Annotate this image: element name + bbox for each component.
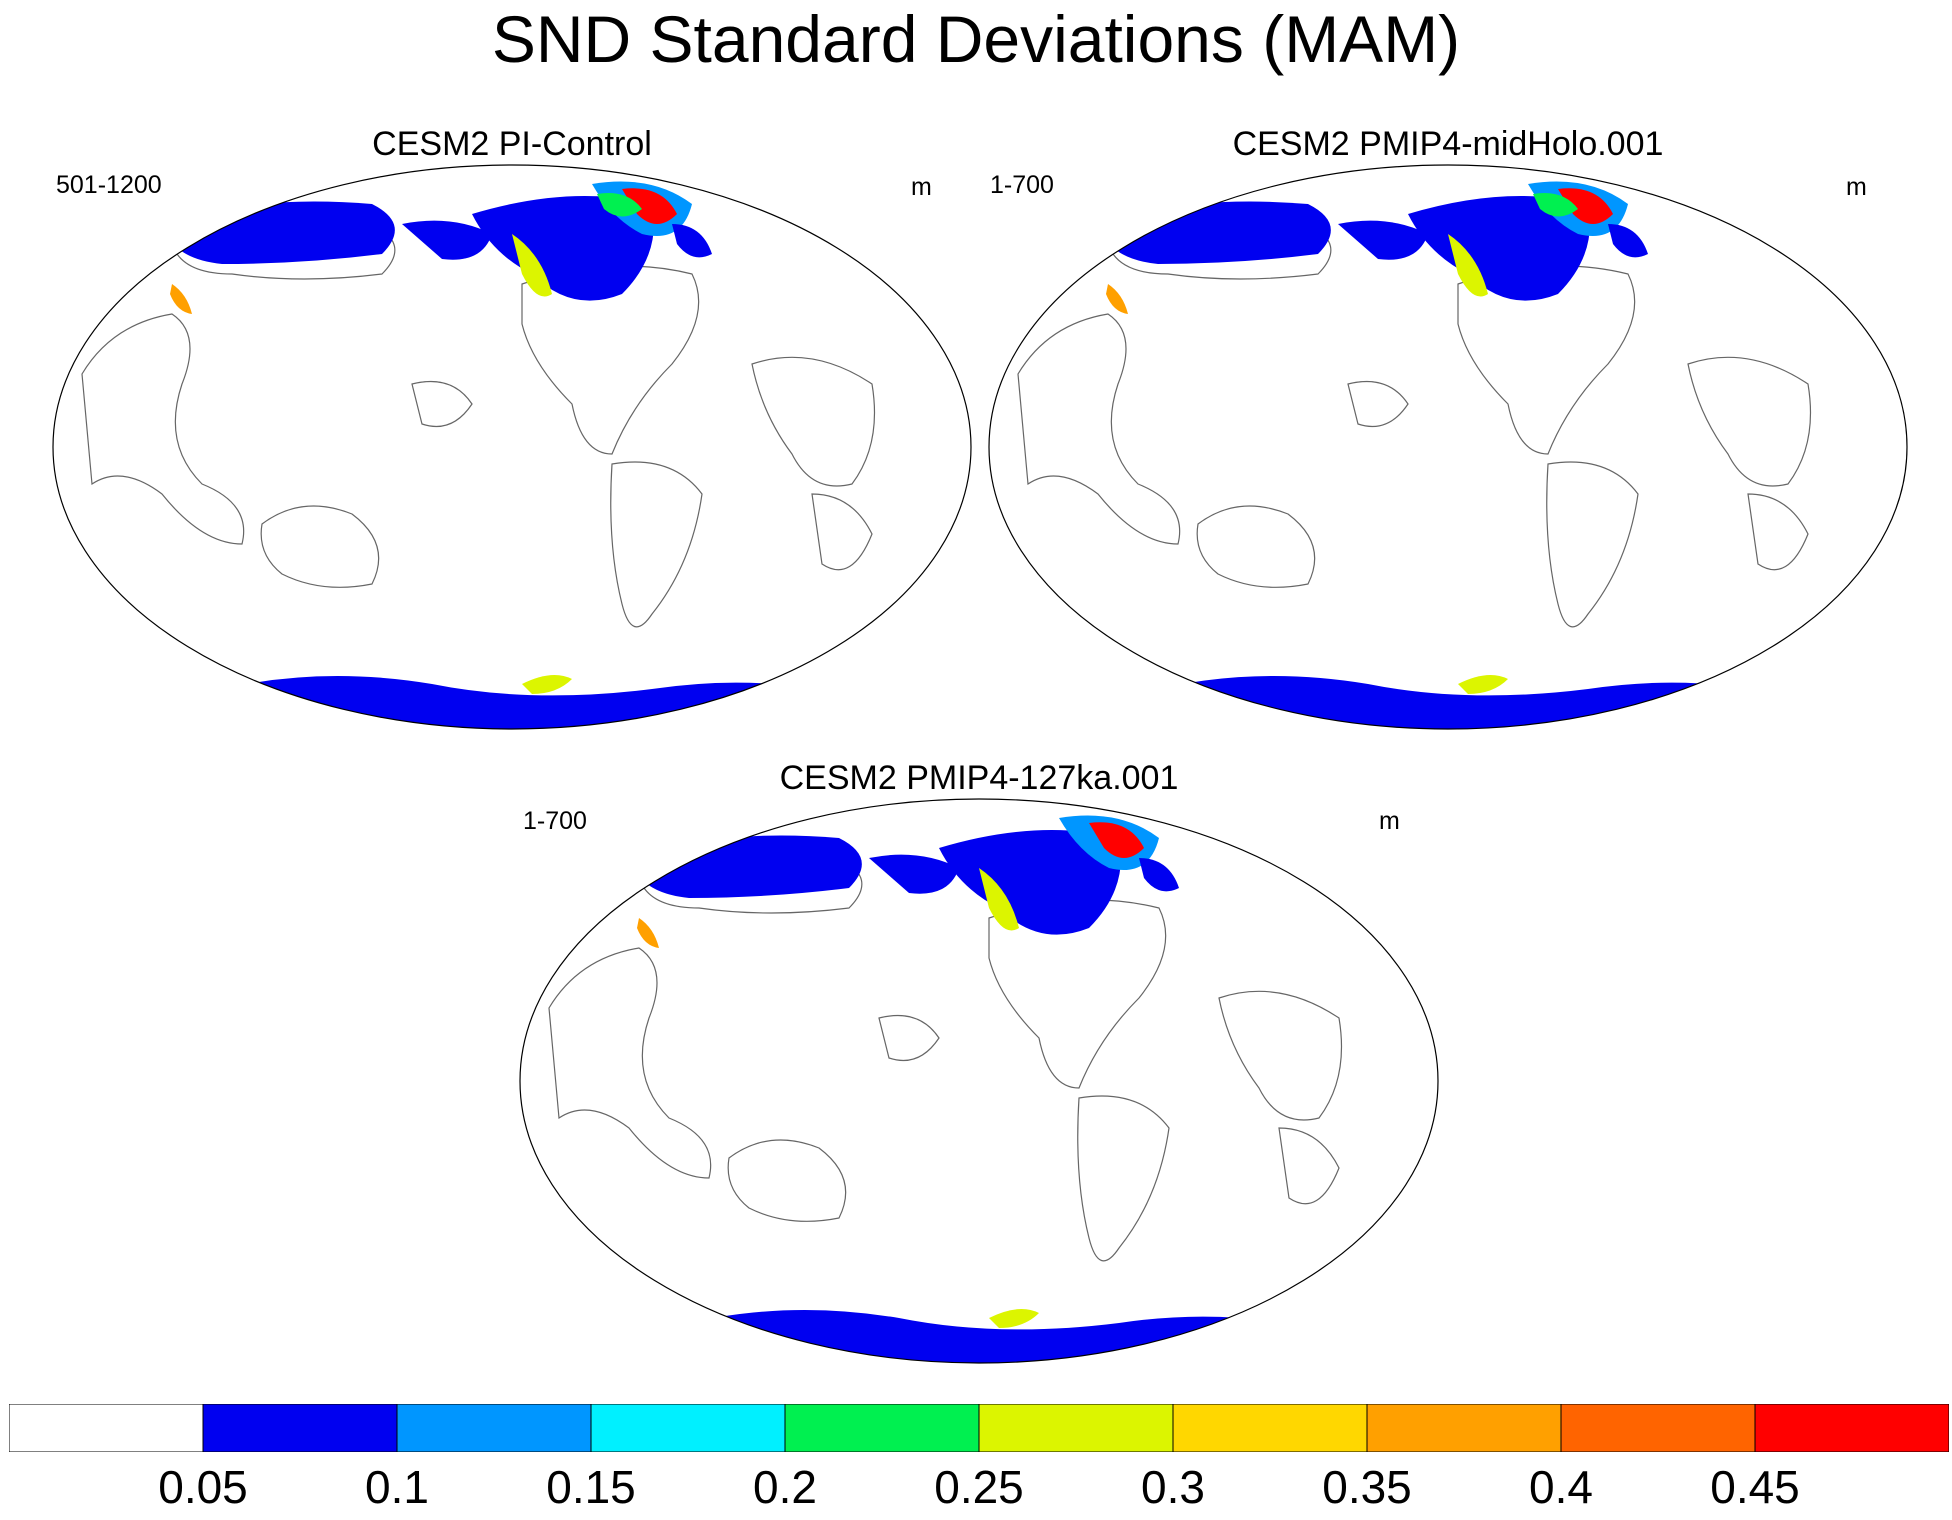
colorbar-box xyxy=(1754,1404,1949,1452)
snow-region xyxy=(622,188,677,224)
coastline xyxy=(81,313,245,545)
coastline xyxy=(727,1139,847,1222)
unit-label: m xyxy=(911,173,932,201)
map-outline xyxy=(988,164,1908,730)
coastline xyxy=(988,899,1167,1089)
colorbar-tick-label: 0.3 xyxy=(1141,1461,1205,1513)
year-range-label: 501-1200 xyxy=(56,171,162,199)
snow-region xyxy=(1128,676,1788,729)
year-range-label: 1-700 xyxy=(523,807,587,835)
coastline xyxy=(1457,265,1636,455)
snow-region xyxy=(192,676,852,729)
snow-region xyxy=(939,830,1121,935)
snow-region xyxy=(1458,675,1508,694)
snow-region xyxy=(1089,822,1144,858)
snow-region xyxy=(869,854,959,894)
colorbar-labels: 0.05 0.1 0.15 0.2 0.25 0.3 0.35 0.4 0.45 xyxy=(0,1460,1952,1520)
snow-region xyxy=(1558,188,1613,224)
map-127ka xyxy=(519,798,1439,1364)
snow-region xyxy=(1338,220,1428,260)
coastline xyxy=(1347,380,1409,428)
colorbar-tick-label: 0.45 xyxy=(1710,1461,1800,1513)
coastline xyxy=(260,505,380,588)
snow-region xyxy=(659,1310,1319,1363)
colorbar-box xyxy=(9,1404,204,1452)
snow-region xyxy=(637,918,659,948)
map-pi-control xyxy=(52,164,972,730)
snow-region xyxy=(162,201,395,264)
snow-region xyxy=(472,196,654,301)
colorbar-box xyxy=(202,1404,398,1452)
colorbar-tick-label: 0.15 xyxy=(546,1461,636,1513)
colorbar-tick-label: 0.2 xyxy=(753,1461,817,1513)
snow-region xyxy=(989,1309,1039,1328)
coastline xyxy=(1017,313,1181,545)
colorbar-box xyxy=(784,1404,980,1452)
snow-region xyxy=(597,193,642,217)
snow-region xyxy=(1408,196,1590,301)
unit-label: m xyxy=(1379,807,1400,835)
colorbar-box xyxy=(1366,1404,1562,1452)
coastline xyxy=(1077,1095,1170,1262)
panel-title: CESM2 PI-Control xyxy=(372,125,652,163)
coastline xyxy=(1218,990,1343,1121)
snow-region xyxy=(402,220,492,260)
map-midholo xyxy=(988,164,1908,730)
snow-region xyxy=(1106,284,1128,314)
panel-pi-control: CESM2 PI-Control 501-1200 m xyxy=(0,118,980,738)
coastline xyxy=(1546,461,1639,628)
colorbar-tick-label: 0.4 xyxy=(1529,1461,1593,1513)
snow-region xyxy=(1139,858,1179,892)
panel-title: CESM2 PMIP4-midHolo.001 xyxy=(1232,125,1664,163)
unit-label: m xyxy=(1846,173,1867,201)
coastline xyxy=(878,1014,940,1062)
colorbar-box xyxy=(1560,1404,1756,1452)
snow-region xyxy=(1448,234,1488,297)
snow-region xyxy=(1608,224,1648,258)
colorbar-tick-label: 0.35 xyxy=(1322,1461,1412,1513)
map-outline xyxy=(519,798,1439,1364)
snow-region xyxy=(170,284,192,314)
coastline xyxy=(548,947,712,1179)
panel-title: CESM2 PMIP4-127ka.001 xyxy=(779,759,1179,797)
colorbar-box xyxy=(1172,1404,1368,1452)
colorbar-tick-label: 0.05 xyxy=(158,1461,248,1513)
snow-region xyxy=(672,224,712,258)
coastline xyxy=(1687,356,1812,487)
coastline xyxy=(521,265,700,455)
colorbar-box xyxy=(396,1404,592,1452)
panel-127ka: CESM2 PMIP4-127ka.001 1-700 m xyxy=(466,752,1466,1372)
colorbar xyxy=(9,1404,1949,1452)
map-outline xyxy=(52,164,972,730)
coastline xyxy=(411,380,473,428)
coastline xyxy=(610,461,703,628)
snow-region xyxy=(629,835,862,898)
figure-title: SND Standard Deviations (MAM) xyxy=(491,2,1461,76)
snow-region xyxy=(1098,201,1331,264)
coastline xyxy=(811,493,873,571)
colorbar-tick-label: 0.25 xyxy=(934,1461,1024,1513)
snow-region xyxy=(1533,193,1578,217)
snow-region xyxy=(512,234,552,297)
coastline xyxy=(1196,505,1316,588)
panel-midholo: CESM2 PMIP4-midHolo.001 1-700 m xyxy=(935,118,1935,738)
year-range-label: 1-700 xyxy=(990,171,1054,199)
snow-region xyxy=(979,868,1019,931)
snow-region xyxy=(522,675,572,694)
coastline xyxy=(1747,493,1809,571)
colorbar-box xyxy=(978,1404,1174,1452)
coastline xyxy=(1278,1127,1340,1205)
colorbar-tick-label: 0.1 xyxy=(365,1461,429,1513)
coastline xyxy=(751,356,876,487)
colorbar-box xyxy=(590,1404,786,1452)
